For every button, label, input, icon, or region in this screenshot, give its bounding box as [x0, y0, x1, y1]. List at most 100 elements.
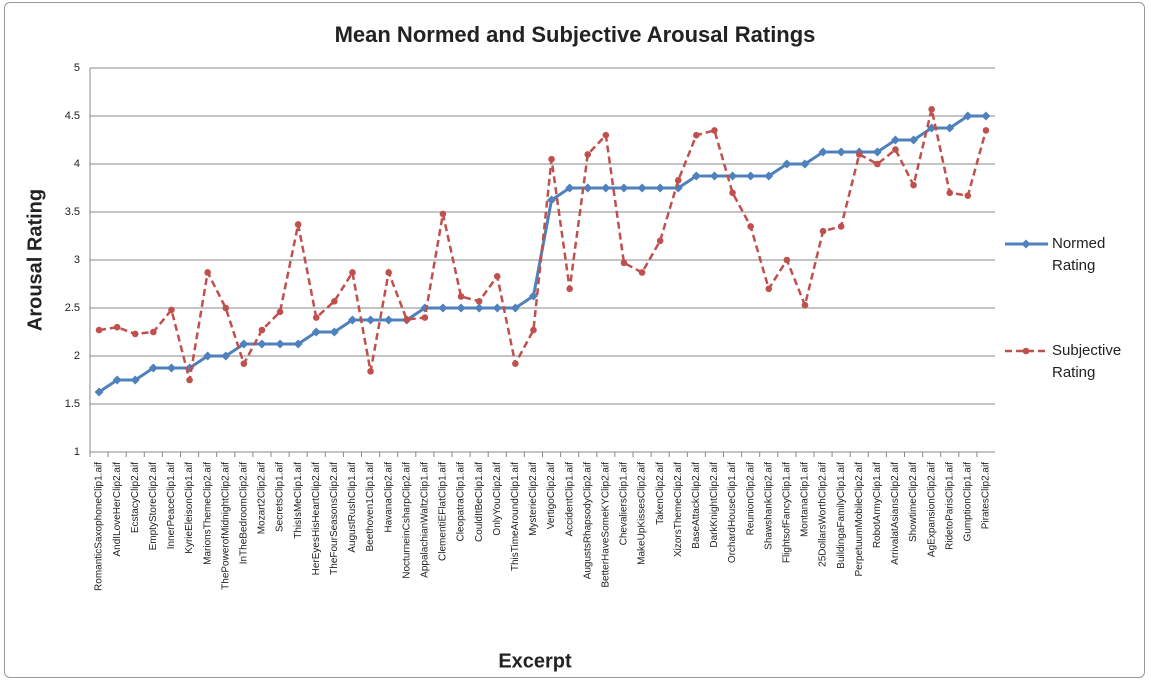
y-tick-label: 2	[74, 350, 80, 362]
data-point	[475, 297, 483, 305]
x-tick-label: KyrieEleisonClip1.aif	[184, 462, 195, 554]
data-point	[367, 368, 374, 375]
x-tick-label: FlightsofFancyClip1.aif	[781, 462, 792, 563]
data-point	[638, 269, 646, 276]
data-point	[366, 315, 376, 325]
y-tick-label: 1	[74, 446, 80, 458]
data-point	[168, 306, 175, 314]
data-point	[421, 314, 429, 321]
y-tick-label: 5	[74, 62, 80, 74]
data-point	[456, 303, 466, 313]
data-point	[95, 326, 103, 334]
data-point	[294, 221, 302, 228]
data-point	[258, 326, 266, 334]
data-point	[964, 192, 972, 199]
data-point	[565, 183, 575, 193]
data-point	[349, 269, 356, 276]
data-point	[547, 195, 557, 205]
data-point	[637, 183, 647, 193]
data-point	[981, 111, 991, 121]
data-point	[872, 147, 882, 157]
x-tick-label: SecretsClip1.aif	[275, 462, 286, 532]
data-point	[801, 301, 809, 309]
x-tick-label: InnerPeaceClip1.aif	[166, 462, 177, 549]
x-tick-label: MakeUpKissesClip2.aif	[637, 462, 648, 565]
x-tick-label: EmptyStoreClip2.aif	[148, 462, 159, 551]
data-point	[548, 155, 555, 163]
data-point	[112, 375, 122, 385]
data-point	[311, 327, 321, 337]
y-tick-label: 3.5	[65, 206, 80, 218]
data-point	[892, 146, 899, 153]
data-point	[257, 339, 267, 349]
data-point	[150, 328, 157, 336]
x-tick-label: AppalachianWaltzClip1.aif	[419, 462, 430, 578]
y-tick-label: 2.5	[65, 302, 80, 314]
x-tick-label: ChevaliersClip1.aif	[619, 462, 630, 546]
x-tick-label: XizorsThemeClip2.aif	[673, 462, 684, 557]
data-point	[222, 304, 230, 312]
data-point	[982, 127, 990, 134]
data-point	[403, 316, 411, 323]
x-tick-label: 25DollarsWorthClip2.aif	[818, 462, 829, 567]
x-tick-label: AccidentClip1.aif	[564, 462, 575, 537]
x-tick-label: ThisIsMeClip1.aif	[293, 462, 304, 539]
data-point	[783, 256, 791, 264]
x-tick-label: MysterieClip2.aif	[528, 462, 539, 536]
data-point	[819, 227, 827, 235]
x-tick-label: NocturneinCsharpClip2.aif	[401, 462, 412, 579]
data-point	[818, 147, 828, 157]
x-tick-label: VertigoClip2.aif	[546, 462, 557, 529]
data-point	[439, 210, 447, 218]
data-point	[837, 223, 845, 230]
data-point	[293, 339, 303, 349]
x-tick-label: CouldItBeClip1.aif	[474, 462, 485, 542]
x-tick-label: ShowtimeClip2.aif	[908, 462, 919, 542]
x-tick-label: ShawshankClip2.aif	[763, 462, 774, 550]
x-tick-label: RidetoParisClip1.aif	[944, 462, 955, 550]
data-point	[728, 171, 738, 181]
x-tick-label: GumptionClip1.aif	[962, 462, 973, 542]
data-point	[457, 293, 465, 300]
data-point	[131, 330, 139, 338]
x-tick-label: RobotArmyClip1.aif	[872, 462, 883, 548]
data-point	[655, 183, 665, 193]
x-tick-label: MontanaClip1.aif	[800, 462, 811, 537]
data-point	[709, 171, 719, 181]
x-tick-label: InTheBedroomClip2.aif	[238, 462, 249, 564]
x-tick-label: RomanticSaxophoneClip1.aif	[94, 462, 105, 591]
x-tick-label: Beethoven1Clip1.aif	[365, 462, 376, 552]
data-point	[584, 151, 592, 158]
x-tick-label: CleopatraClip1.aif	[456, 462, 467, 542]
x-tick-label: AugustsRhapsodyClip2.aif	[582, 462, 593, 580]
data-point	[674, 177, 682, 184]
data-point	[474, 303, 484, 313]
legend-marker	[1022, 347, 1030, 355]
data-point	[512, 360, 519, 367]
data-point	[800, 159, 810, 169]
data-point	[331, 297, 338, 305]
data-point	[384, 315, 394, 325]
data-point	[890, 135, 900, 145]
x-tick-label: HavanaClip2.aif	[383, 462, 394, 533]
data-point	[765, 285, 773, 293]
x-tick-label: AgExpansionClip2.aif	[926, 462, 937, 557]
data-point	[113, 323, 121, 331]
data-point	[782, 159, 792, 169]
x-tick-label: Mozart2Clip2.aif	[257, 462, 268, 534]
data-point	[130, 375, 140, 385]
y-tick-label: 4	[74, 158, 80, 170]
x-tick-label: EcstacyClip2.aif	[130, 462, 141, 533]
data-point	[566, 285, 573, 293]
x-tick-label: TheFourSeasonsClip2.aif	[329, 462, 340, 575]
data-point	[619, 183, 629, 193]
data-point	[946, 189, 954, 197]
x-tick-label: AndILoveHerClip2.aif	[112, 462, 123, 557]
data-point	[746, 171, 756, 181]
data-point	[528, 291, 538, 301]
data-point	[312, 314, 320, 321]
data-point	[764, 171, 774, 181]
data-point	[510, 303, 520, 313]
x-tick-label: ThisTimeAroundClip1.aif	[510, 462, 521, 571]
